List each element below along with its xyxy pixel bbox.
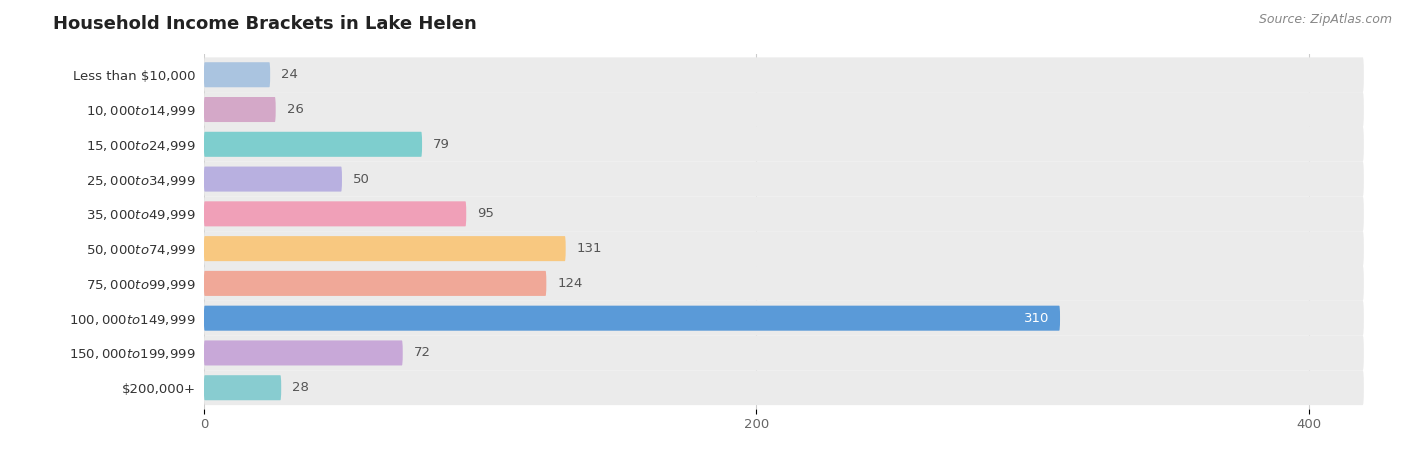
FancyBboxPatch shape <box>204 301 1364 335</box>
FancyBboxPatch shape <box>204 162 1364 197</box>
FancyBboxPatch shape <box>204 197 1364 231</box>
FancyBboxPatch shape <box>204 375 281 400</box>
Text: 310: 310 <box>1024 312 1049 325</box>
FancyBboxPatch shape <box>204 97 276 122</box>
Text: 131: 131 <box>576 242 602 255</box>
Text: 72: 72 <box>413 347 430 360</box>
FancyBboxPatch shape <box>204 306 1060 331</box>
Text: 28: 28 <box>292 381 309 394</box>
FancyBboxPatch shape <box>204 127 1364 162</box>
Text: 79: 79 <box>433 138 450 151</box>
FancyBboxPatch shape <box>204 57 1364 92</box>
FancyBboxPatch shape <box>204 92 1364 127</box>
FancyBboxPatch shape <box>204 201 467 226</box>
FancyBboxPatch shape <box>204 132 422 157</box>
Text: 26: 26 <box>287 103 304 116</box>
Text: 24: 24 <box>281 68 298 81</box>
Text: 50: 50 <box>353 172 370 185</box>
FancyBboxPatch shape <box>204 335 1364 370</box>
FancyBboxPatch shape <box>204 266 1364 301</box>
Text: Household Income Brackets in Lake Helen: Household Income Brackets in Lake Helen <box>53 15 477 33</box>
FancyBboxPatch shape <box>204 62 270 87</box>
FancyBboxPatch shape <box>204 236 565 261</box>
Text: 124: 124 <box>557 277 582 290</box>
FancyBboxPatch shape <box>204 340 402 365</box>
FancyBboxPatch shape <box>204 231 1364 266</box>
FancyBboxPatch shape <box>204 370 1364 405</box>
Text: Source: ZipAtlas.com: Source: ZipAtlas.com <box>1258 13 1392 26</box>
Text: 95: 95 <box>477 207 494 220</box>
FancyBboxPatch shape <box>204 271 547 296</box>
FancyBboxPatch shape <box>204 167 342 192</box>
